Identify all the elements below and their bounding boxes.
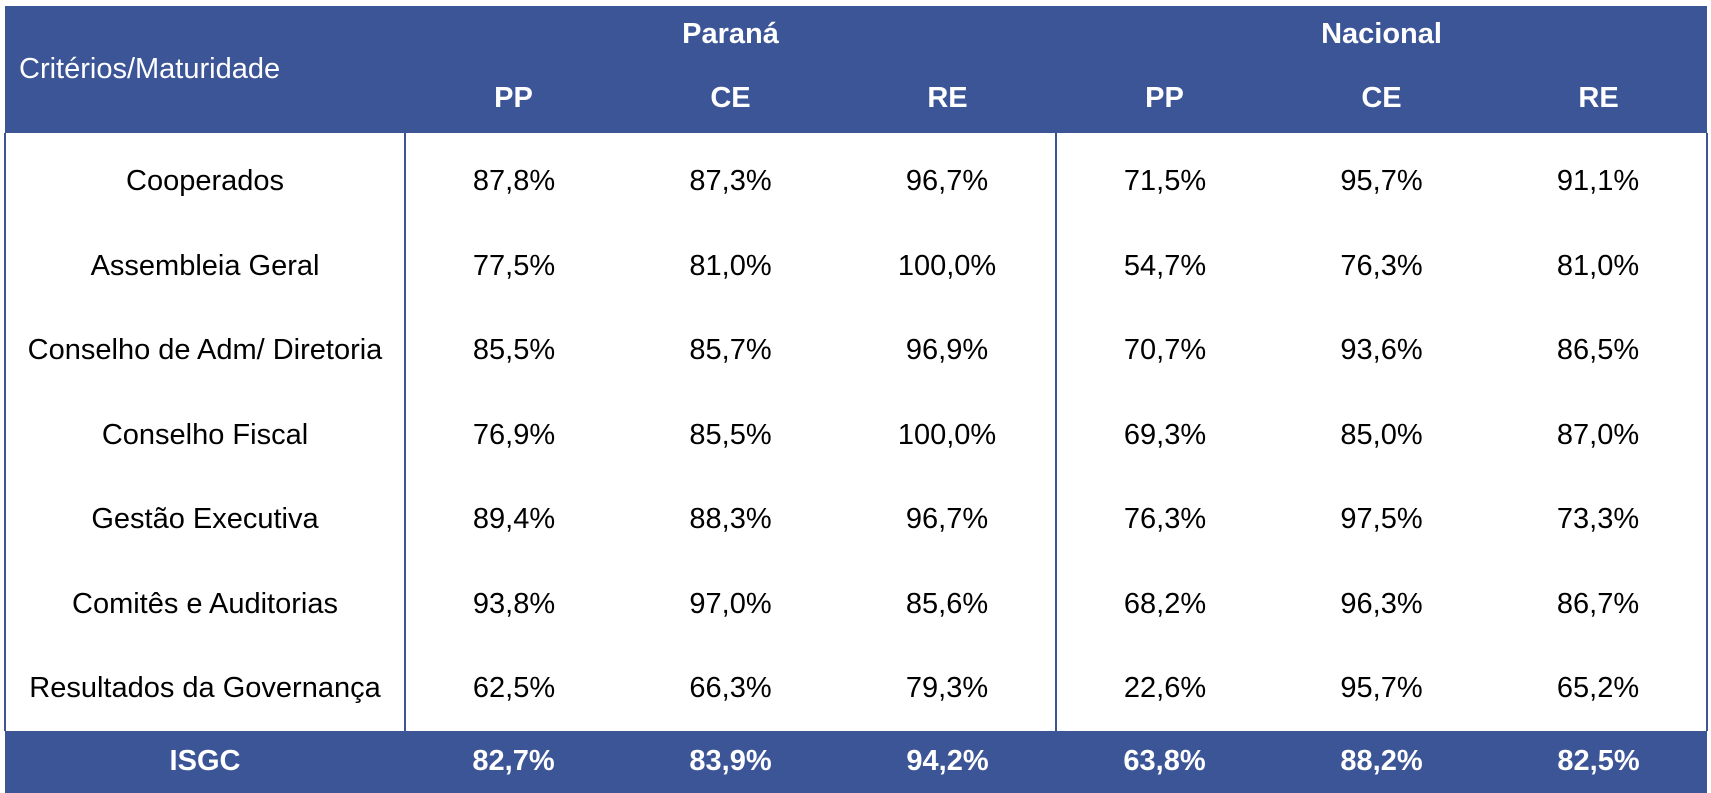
cell-value: 85,5% — [404, 308, 622, 393]
cell-value: 93,6% — [1340, 334, 1423, 367]
cell-value: 66,3% — [689, 672, 772, 705]
footer-label: ISGC — [5, 730, 405, 793]
cell-value: 91,1% — [1490, 133, 1709, 224]
table-row: Gestão Executiva 89,4% 88,3% 96,7% 76,3%… — [4, 477, 1709, 562]
cell-value: 96,3% — [1340, 587, 1423, 620]
table-row: Comitês e Auditorias 93,8% 97,0% 85,6% 6… — [4, 561, 1709, 646]
cell-value: 96,7% — [905, 165, 989, 198]
cell-value: 96,9% — [905, 334, 989, 367]
maturity-table: Critérios/Maturidade Paraná Nacional PP … — [4, 6, 1709, 793]
footer-value: 63,8% — [1056, 730, 1274, 793]
cell-value: 97,0% — [689, 587, 772, 620]
cell-value: 73,3% — [1490, 477, 1709, 562]
row-label: Conselho Fiscal — [4, 392, 405, 477]
row-label: Resultados da Governança — [4, 646, 405, 731]
cell-value: 85,0% — [1340, 418, 1423, 451]
cell-value: 71,5% — [1055, 133, 1274, 224]
cell-value: 81,0% — [1490, 223, 1709, 308]
cell-value: 95,7% — [1340, 165, 1423, 198]
footer-value: 82,5% — [1490, 730, 1708, 793]
cell-value: 87,3% — [689, 165, 772, 198]
footer-value: 88,2% — [1273, 730, 1491, 793]
row-label: Comitês e Auditorias — [4, 561, 405, 646]
cell-value: 86,7% — [1490, 561, 1709, 646]
cell-value: 97,5% — [1340, 503, 1423, 536]
cell-value: 100,0% — [897, 249, 997, 282]
subcol-header: CE — [622, 63, 839, 133]
cell-value: 95,7% — [1340, 672, 1423, 705]
group-header-nacional: Nacional — [1056, 6, 1708, 63]
subcol-header: CE — [1273, 63, 1491, 133]
table-row: Conselho de Adm/ Diretoria 85,5% 85,7% 9… — [4, 308, 1709, 393]
cell-value: 79,3% — [905, 672, 989, 705]
row-label: Assembleia Geral — [4, 223, 405, 308]
table-row: Resultados da Governança 62,5% 66,3% 79,… — [4, 646, 1709, 731]
cell-value: 62,5% — [404, 646, 622, 731]
cell-value: 76,3% — [1340, 249, 1423, 282]
cell-value: 77,5% — [404, 223, 622, 308]
table-row: Assembleia Geral 77,5% 81,0% 100,0% 54,7… — [4, 223, 1709, 308]
footer-value: 94,2% — [839, 730, 1057, 793]
cell-value: 70,7% — [1055, 308, 1274, 393]
group-header-parana: Paraná — [405, 6, 1057, 63]
cell-value: 65,2% — [1490, 646, 1709, 731]
cell-value: 86,5% — [1490, 308, 1709, 393]
header-row-subcolumns: PP CE RE PP CE RE — [5, 63, 1708, 133]
table-row: Cooperados 87,8% 87,3% 96,7% 71,5% 95,7%… — [4, 133, 1709, 224]
cell-value: 81,0% — [689, 249, 772, 282]
cell-value: 88,3% — [689, 503, 772, 536]
cell-value: 96,7% — [905, 503, 989, 536]
table-body: Cooperados 87,8% 87,3% 96,7% 71,5% 95,7%… — [4, 133, 1709, 731]
cell-value: 69,3% — [1055, 392, 1274, 477]
cell-value: 87,0% — [1490, 392, 1709, 477]
footer-value: 83,9% — [622, 730, 839, 793]
maturity-table-container: Critérios/Maturidade Paraná Nacional PP … — [4, 6, 1709, 793]
footer-row-isgc: ISGC 82,7% 83,9% 94,2% 63,8% 88,2% 82,5% — [5, 730, 1708, 793]
cell-value: 85,5% — [689, 418, 772, 451]
row-label: Conselho de Adm/ Diretoria — [4, 308, 405, 393]
cell-value: 93,8% — [404, 561, 622, 646]
footer-value: 82,7% — [405, 730, 622, 793]
cell-value: 68,2% — [1055, 561, 1274, 646]
cell-value: 76,9% — [404, 392, 622, 477]
cell-value: 87,8% — [404, 133, 622, 224]
cell-value: 85,7% — [689, 334, 772, 367]
cell-value: 54,7% — [1055, 223, 1274, 308]
table-row: Conselho Fiscal 76,9% 85,5% 100,0% 69,3%… — [4, 392, 1709, 477]
subcol-header: RE — [839, 63, 1057, 133]
row-label: Gestão Executiva — [4, 477, 405, 562]
cell-value: 85,6% — [905, 587, 989, 620]
cell-value: 89,4% — [404, 477, 622, 562]
cell-value: 100,0% — [897, 418, 997, 451]
header-row-groups: Critérios/Maturidade Paraná Nacional — [5, 6, 1708, 133]
criteria-header: Critérios/Maturidade — [5, 6, 405, 133]
row-label: Cooperados — [4, 133, 405, 224]
subcol-header: PP — [1056, 63, 1274, 133]
cell-value: 76,3% — [1055, 477, 1274, 562]
subcol-header: RE — [1490, 63, 1708, 133]
subcol-header: PP — [405, 63, 622, 133]
cell-value: 22,6% — [1055, 646, 1274, 731]
